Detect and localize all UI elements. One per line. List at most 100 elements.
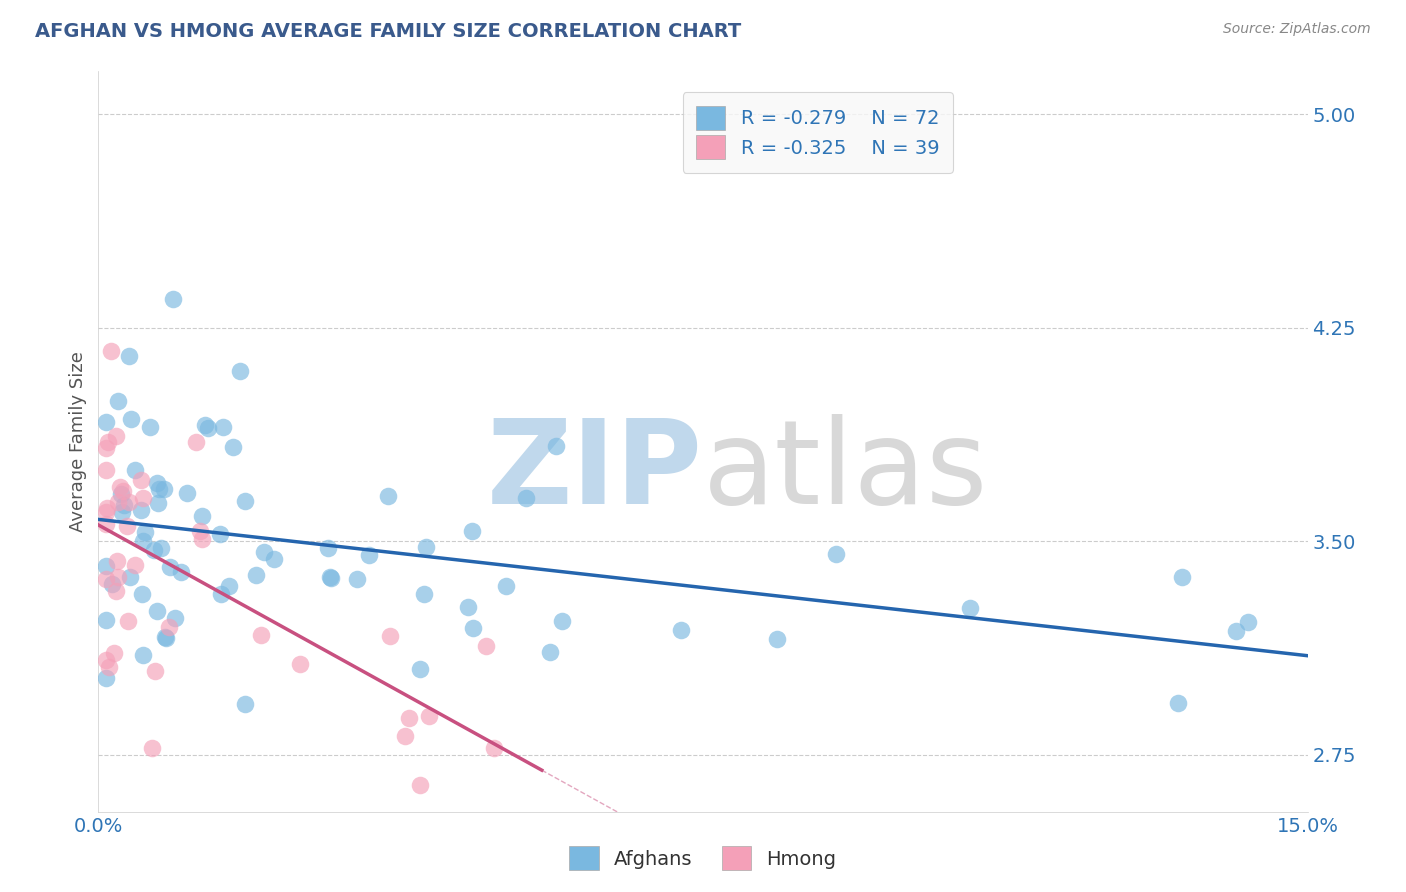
Point bbox=[211, 420, 233, 434]
Point bbox=[96, 442, 118, 456]
Point bbox=[96, 671, 118, 685]
Point bbox=[118, 495, 141, 509]
Point bbox=[107, 393, 129, 408]
Point bbox=[132, 648, 155, 663]
Point bbox=[141, 741, 163, 756]
Point bbox=[229, 364, 252, 378]
Point bbox=[475, 639, 498, 653]
Point bbox=[515, 491, 537, 505]
Point bbox=[218, 579, 240, 593]
Point bbox=[155, 631, 177, 645]
Point bbox=[197, 421, 219, 435]
Point bbox=[233, 493, 256, 508]
Point bbox=[139, 420, 162, 434]
Point bbox=[544, 439, 567, 453]
Point bbox=[412, 587, 434, 601]
Point bbox=[155, 630, 177, 644]
Point bbox=[538, 645, 561, 659]
Point bbox=[105, 428, 128, 442]
Point bbox=[245, 568, 267, 582]
Point bbox=[97, 435, 120, 450]
Text: AFGHAN VS HMONG AVERAGE FAMILY SIZE CORRELATION CHART: AFGHAN VS HMONG AVERAGE FAMILY SIZE CORR… bbox=[35, 22, 741, 41]
Point bbox=[377, 489, 399, 503]
Point bbox=[1167, 696, 1189, 710]
Text: ZIP: ZIP bbox=[486, 414, 703, 529]
Point bbox=[129, 473, 152, 487]
Point bbox=[98, 659, 121, 673]
Point bbox=[124, 463, 146, 477]
Point bbox=[143, 664, 166, 678]
Point bbox=[129, 503, 152, 517]
Point bbox=[290, 657, 312, 671]
Point bbox=[117, 615, 139, 629]
Point bbox=[110, 480, 132, 494]
Point bbox=[190, 532, 212, 546]
Point bbox=[461, 524, 484, 539]
Point bbox=[96, 500, 118, 515]
Point bbox=[131, 587, 153, 601]
Point bbox=[148, 482, 170, 496]
Point bbox=[96, 613, 118, 627]
Point bbox=[101, 577, 124, 591]
Point bbox=[132, 491, 155, 506]
Point bbox=[96, 572, 118, 586]
Point bbox=[105, 584, 128, 599]
Point bbox=[152, 482, 174, 496]
Point bbox=[143, 542, 166, 557]
Point bbox=[96, 415, 118, 429]
Point bbox=[107, 569, 129, 583]
Point bbox=[671, 624, 693, 638]
Point bbox=[145, 476, 167, 491]
Point bbox=[249, 628, 271, 642]
Point bbox=[378, 629, 401, 643]
Point bbox=[194, 418, 217, 433]
Point bbox=[495, 579, 517, 593]
Point bbox=[96, 517, 118, 532]
Point bbox=[96, 558, 118, 573]
Point bbox=[146, 496, 169, 510]
Point bbox=[357, 548, 380, 562]
Point bbox=[159, 560, 181, 574]
Point bbox=[319, 569, 342, 583]
Point bbox=[120, 412, 142, 426]
Point bbox=[409, 662, 432, 676]
Point bbox=[105, 554, 128, 568]
Point bbox=[157, 620, 180, 634]
Point bbox=[132, 534, 155, 549]
Point bbox=[145, 604, 167, 618]
Point bbox=[118, 349, 141, 363]
Point bbox=[824, 547, 846, 561]
Point bbox=[1236, 615, 1258, 630]
Point bbox=[96, 463, 118, 477]
Point bbox=[263, 552, 285, 566]
Point bbox=[457, 599, 479, 614]
Point bbox=[112, 498, 135, 512]
Point bbox=[409, 778, 432, 792]
Point bbox=[316, 541, 339, 555]
Point bbox=[110, 487, 132, 501]
Point bbox=[418, 709, 440, 723]
Legend: Afghans, Hmong: Afghans, Hmong bbox=[561, 838, 845, 878]
Text: Source: ZipAtlas.com: Source: ZipAtlas.com bbox=[1223, 22, 1371, 37]
Text: atlas: atlas bbox=[703, 414, 988, 529]
Point bbox=[176, 486, 198, 500]
Point bbox=[208, 527, 231, 541]
Point bbox=[96, 505, 118, 519]
Point bbox=[162, 292, 184, 306]
Point bbox=[96, 653, 118, 667]
Point bbox=[191, 508, 214, 523]
Point bbox=[233, 697, 256, 711]
Point bbox=[124, 558, 146, 572]
Point bbox=[209, 587, 232, 601]
Point bbox=[118, 569, 141, 583]
Point bbox=[184, 434, 207, 449]
Point bbox=[319, 571, 342, 585]
Point bbox=[165, 610, 187, 624]
Point bbox=[398, 710, 420, 724]
Point bbox=[346, 572, 368, 586]
Point bbox=[551, 614, 574, 628]
Point bbox=[253, 545, 276, 559]
Point bbox=[169, 565, 191, 579]
Point bbox=[103, 646, 125, 660]
Point bbox=[221, 440, 243, 454]
